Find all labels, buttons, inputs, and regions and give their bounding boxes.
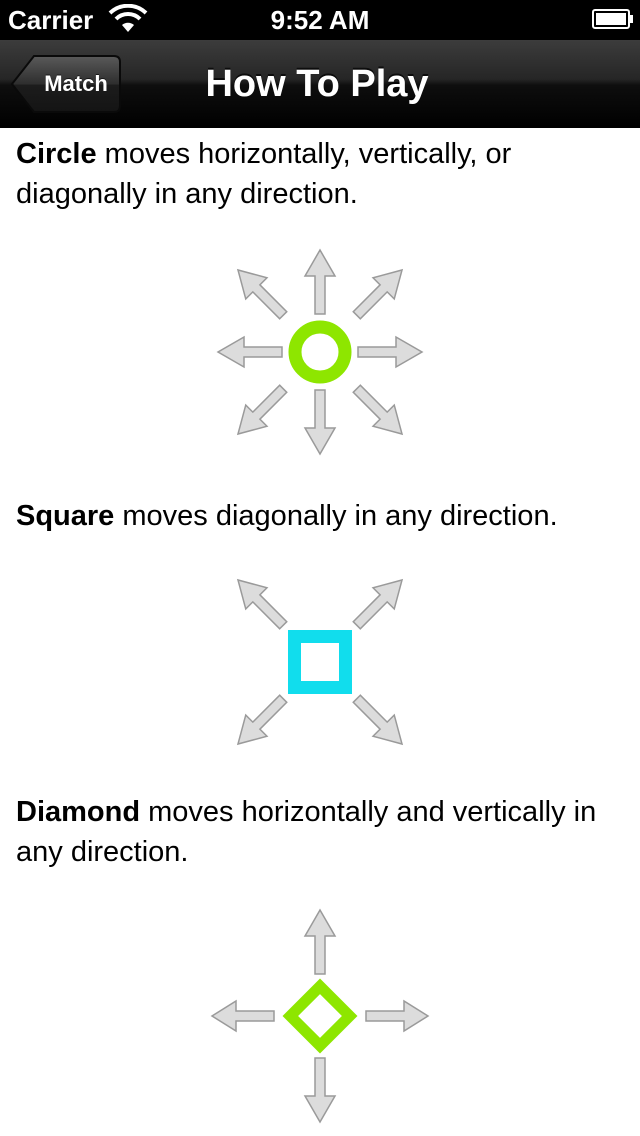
arrow-up-left-icon (236, 578, 288, 630)
arrow-down-right-icon (352, 694, 404, 746)
arrow-down-left-icon (236, 384, 288, 436)
carrier-label: Carrier (8, 5, 94, 35)
status-bar: Carrier 9:52 AM (0, 0, 640, 40)
arrow-down-icon (303, 389, 337, 456)
navigation-bar: How To Play Match (0, 40, 640, 128)
back-button[interactable]: Match (10, 54, 122, 114)
arrow-left-icon (216, 335, 283, 369)
square-rule-description: moves diagonally in any direction. (114, 500, 558, 532)
diamond-piece-name: Diamond (16, 796, 141, 828)
circle-rule-description: moves horizontally, vertically, or diago… (16, 138, 512, 210)
circle-movement-diagram (216, 248, 424, 456)
battery-icon (592, 9, 633, 29)
square-rule-text: Square moves diagonally in any direction… (16, 496, 626, 536)
square-piece-name: Square (16, 500, 115, 532)
arrow-up-right-icon (352, 268, 404, 320)
square-movement-diagram (236, 578, 404, 746)
arrow-up-icon (303, 908, 337, 975)
circle-piece-name: Circle (16, 138, 97, 170)
arrow-down-right-icon (352, 384, 404, 436)
arrow-down-left-icon (236, 694, 288, 746)
circle-piece-icon (288, 320, 352, 384)
arrow-up-left-icon (236, 268, 288, 320)
arrow-down-icon (303, 1057, 337, 1124)
arrow-right-icon (365, 999, 430, 1033)
page-title: How To Play (205, 63, 429, 105)
square-piece-icon (288, 630, 352, 694)
arrow-up-icon (303, 248, 337, 315)
wifi-icon (108, 4, 148, 32)
diamond-movement-diagram (210, 908, 430, 1124)
status-time: 9:52 AM (270, 5, 370, 35)
circle-rule-text: Circle moves horizontally, vertically, o… (16, 134, 626, 214)
arrow-left-icon (210, 999, 275, 1033)
back-button-label: Match (44, 71, 108, 96)
arrow-up-right-icon (352, 578, 404, 630)
diamond-piece-icon (282, 978, 358, 1054)
how-to-play-content: Circle moves horizontally, vertically, o… (0, 128, 640, 1136)
diamond-rule-description: moves horizontally and vertically in any… (16, 796, 597, 868)
arrow-right-icon (357, 335, 424, 369)
diamond-rule-text: Diamond moves horizontally and verticall… (16, 792, 626, 872)
